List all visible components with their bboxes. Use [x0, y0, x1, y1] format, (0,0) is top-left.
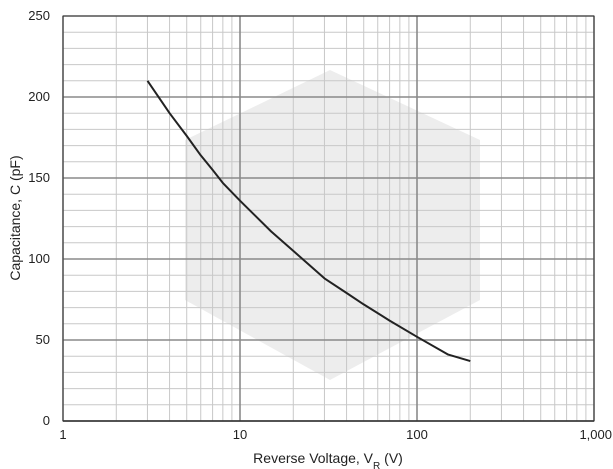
y-tick-label: 100	[28, 251, 50, 266]
x-axis-title: Reverse Voltage, VR (V)	[253, 450, 403, 469]
y-tick-label: 0	[43, 413, 50, 428]
y-tick-label: 150	[28, 170, 50, 185]
series-line-capacitance	[146, 80, 471, 363]
x-tick-label: 10	[233, 427, 247, 442]
y-tick-labels: 0 50 100 150 200 250	[28, 8, 50, 428]
x-tick-label: 100	[406, 427, 428, 442]
minor-grid	[63, 16, 594, 421]
watermark	[185, 70, 480, 380]
y-axis-title: Capacitance, C (pF)	[7, 155, 23, 280]
y-tick-label: 200	[28, 89, 50, 104]
series-layer	[146, 80, 471, 363]
y-tick-label: 250	[28, 8, 50, 23]
x-tick-label: 1	[59, 427, 66, 442]
x-tick-label: 1,000	[579, 427, 612, 442]
plot-frame	[62, 15, 595, 422]
x-tick-labels: 1 10 100 1,000	[59, 427, 612, 442]
y-tick-label: 50	[36, 332, 50, 347]
